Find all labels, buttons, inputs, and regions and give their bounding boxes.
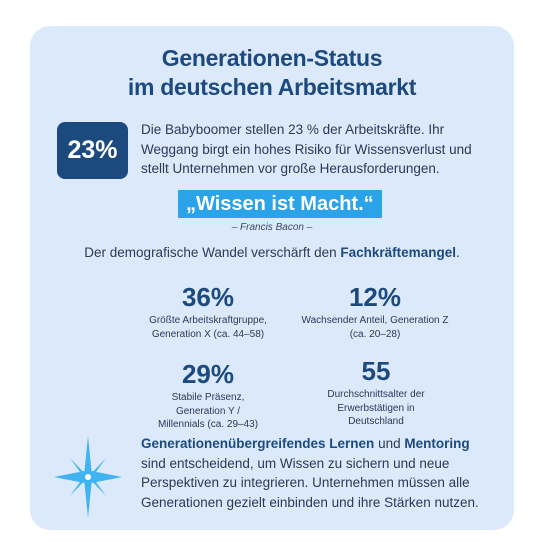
sparkle-star-icon	[54, 436, 122, 518]
stat-description: Stabile Präsenz, Generation Y / Millenni…	[157, 392, 259, 430]
stat-description: Durchschnittsalter der Erwerbstätigen in…	[327, 389, 425, 427]
percent-badge: 23%	[57, 122, 128, 179]
stat-value: 12%	[348, 282, 402, 312]
demographic-highlight: Fachkräftemangel	[340, 245, 456, 260]
infographic-card: Generationen-Status im deutschen Arbeits…	[30, 26, 514, 530]
stat-generation-x: 36% Größte Arbeitskraftgruppe, Generatio…	[128, 282, 288, 341]
closing-bold-learning: Generationenübergreifendes Lernen	[141, 436, 375, 451]
page-title: Generationen-Status im deutschen Arbeits…	[30, 44, 514, 102]
demographic-prefix: Der demografische Wandel verschärft den	[84, 245, 341, 260]
intro-text: Die Babyboomer stellen 23 % der Arbeitsk…	[141, 122, 472, 176]
stat-generation-z: 12% Wachsender Anteil, Generation Z (ca.…	[300, 282, 450, 341]
stat-description: Größte Arbeitskraftgruppe, Generation X …	[149, 315, 267, 340]
title-line-1: Generationen-Status	[161, 45, 383, 71]
stat-average-age: 55 Durchschnittsalter der Erwerbstätigen…	[316, 356, 436, 429]
stat-description: Wachsender Anteil, Generation Z (ca. 20–…	[301, 315, 449, 340]
quote-highlight: „Wissen ist Macht.“	[178, 190, 382, 218]
title-line-2: im deutschen Arbeitsmarkt	[127, 74, 417, 100]
stat-value: 29%	[181, 359, 235, 389]
quote-author: – Francis Bacon –	[231, 222, 313, 233]
stat-value: 36%	[181, 282, 235, 312]
demographic-suffix: .	[455, 245, 460, 260]
closing-text: sind entscheidend, um Wissen zu sichern …	[141, 455, 479, 510]
closing-bold-mentoring: Mentoring	[404, 436, 470, 451]
demographic-statement: Der demografische Wandel verschärft den …	[30, 245, 514, 260]
stat-value: 55	[361, 356, 391, 386]
closing-connector: und	[374, 436, 405, 451]
closing-paragraph: Generationenübergreifendes Lernen und Me…	[141, 434, 486, 512]
stat-millennials: 29% Stabile Präsenz, Generation Y / Mill…	[128, 359, 288, 432]
